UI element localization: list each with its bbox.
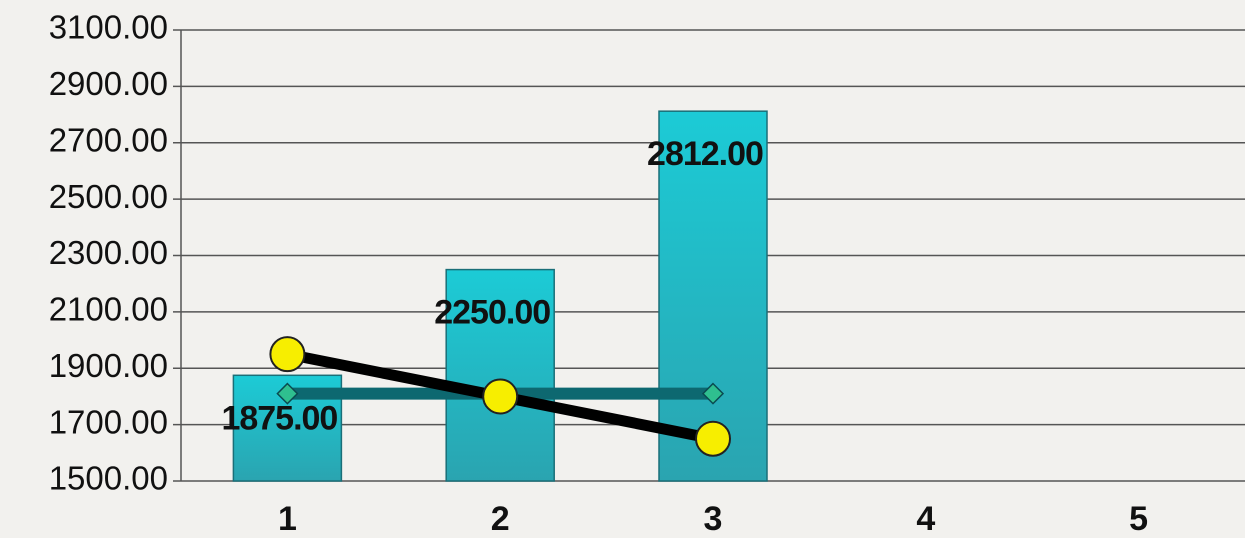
x-tick-label: 4 <box>916 500 935 538</box>
y-tick-label: 1500.00 <box>49 460 168 497</box>
marker <box>269 336 306 373</box>
y-tick-label: 1700.00 <box>49 403 168 440</box>
data-label: 2812.00 <box>647 135 763 173</box>
y-tick-label: 2700.00 <box>49 121 168 158</box>
x-tick-label: 1 <box>278 500 297 538</box>
y-tick-label: 2500.00 <box>49 178 168 215</box>
y-tick-label: 3100.00 <box>49 9 168 46</box>
y-tick-label: 2300.00 <box>49 234 168 271</box>
marker <box>701 382 725 405</box>
y-tick-label: 2100.00 <box>49 291 168 328</box>
marker <box>276 382 299 405</box>
x-tick-label: 3 <box>704 500 723 538</box>
bar <box>658 110 768 482</box>
data-label: 1875.00 <box>221 399 337 437</box>
marker <box>695 420 731 457</box>
data-label: 2250.00 <box>434 294 550 332</box>
x-tick-label: 2 <box>491 500 510 538</box>
y-tick-label: 1900.00 <box>49 347 168 384</box>
y-tick-label: 2900.00 <box>49 65 168 102</box>
bar <box>445 268 555 482</box>
x-tick-label: 5 <box>1129 500 1148 538</box>
marker <box>482 378 519 415</box>
